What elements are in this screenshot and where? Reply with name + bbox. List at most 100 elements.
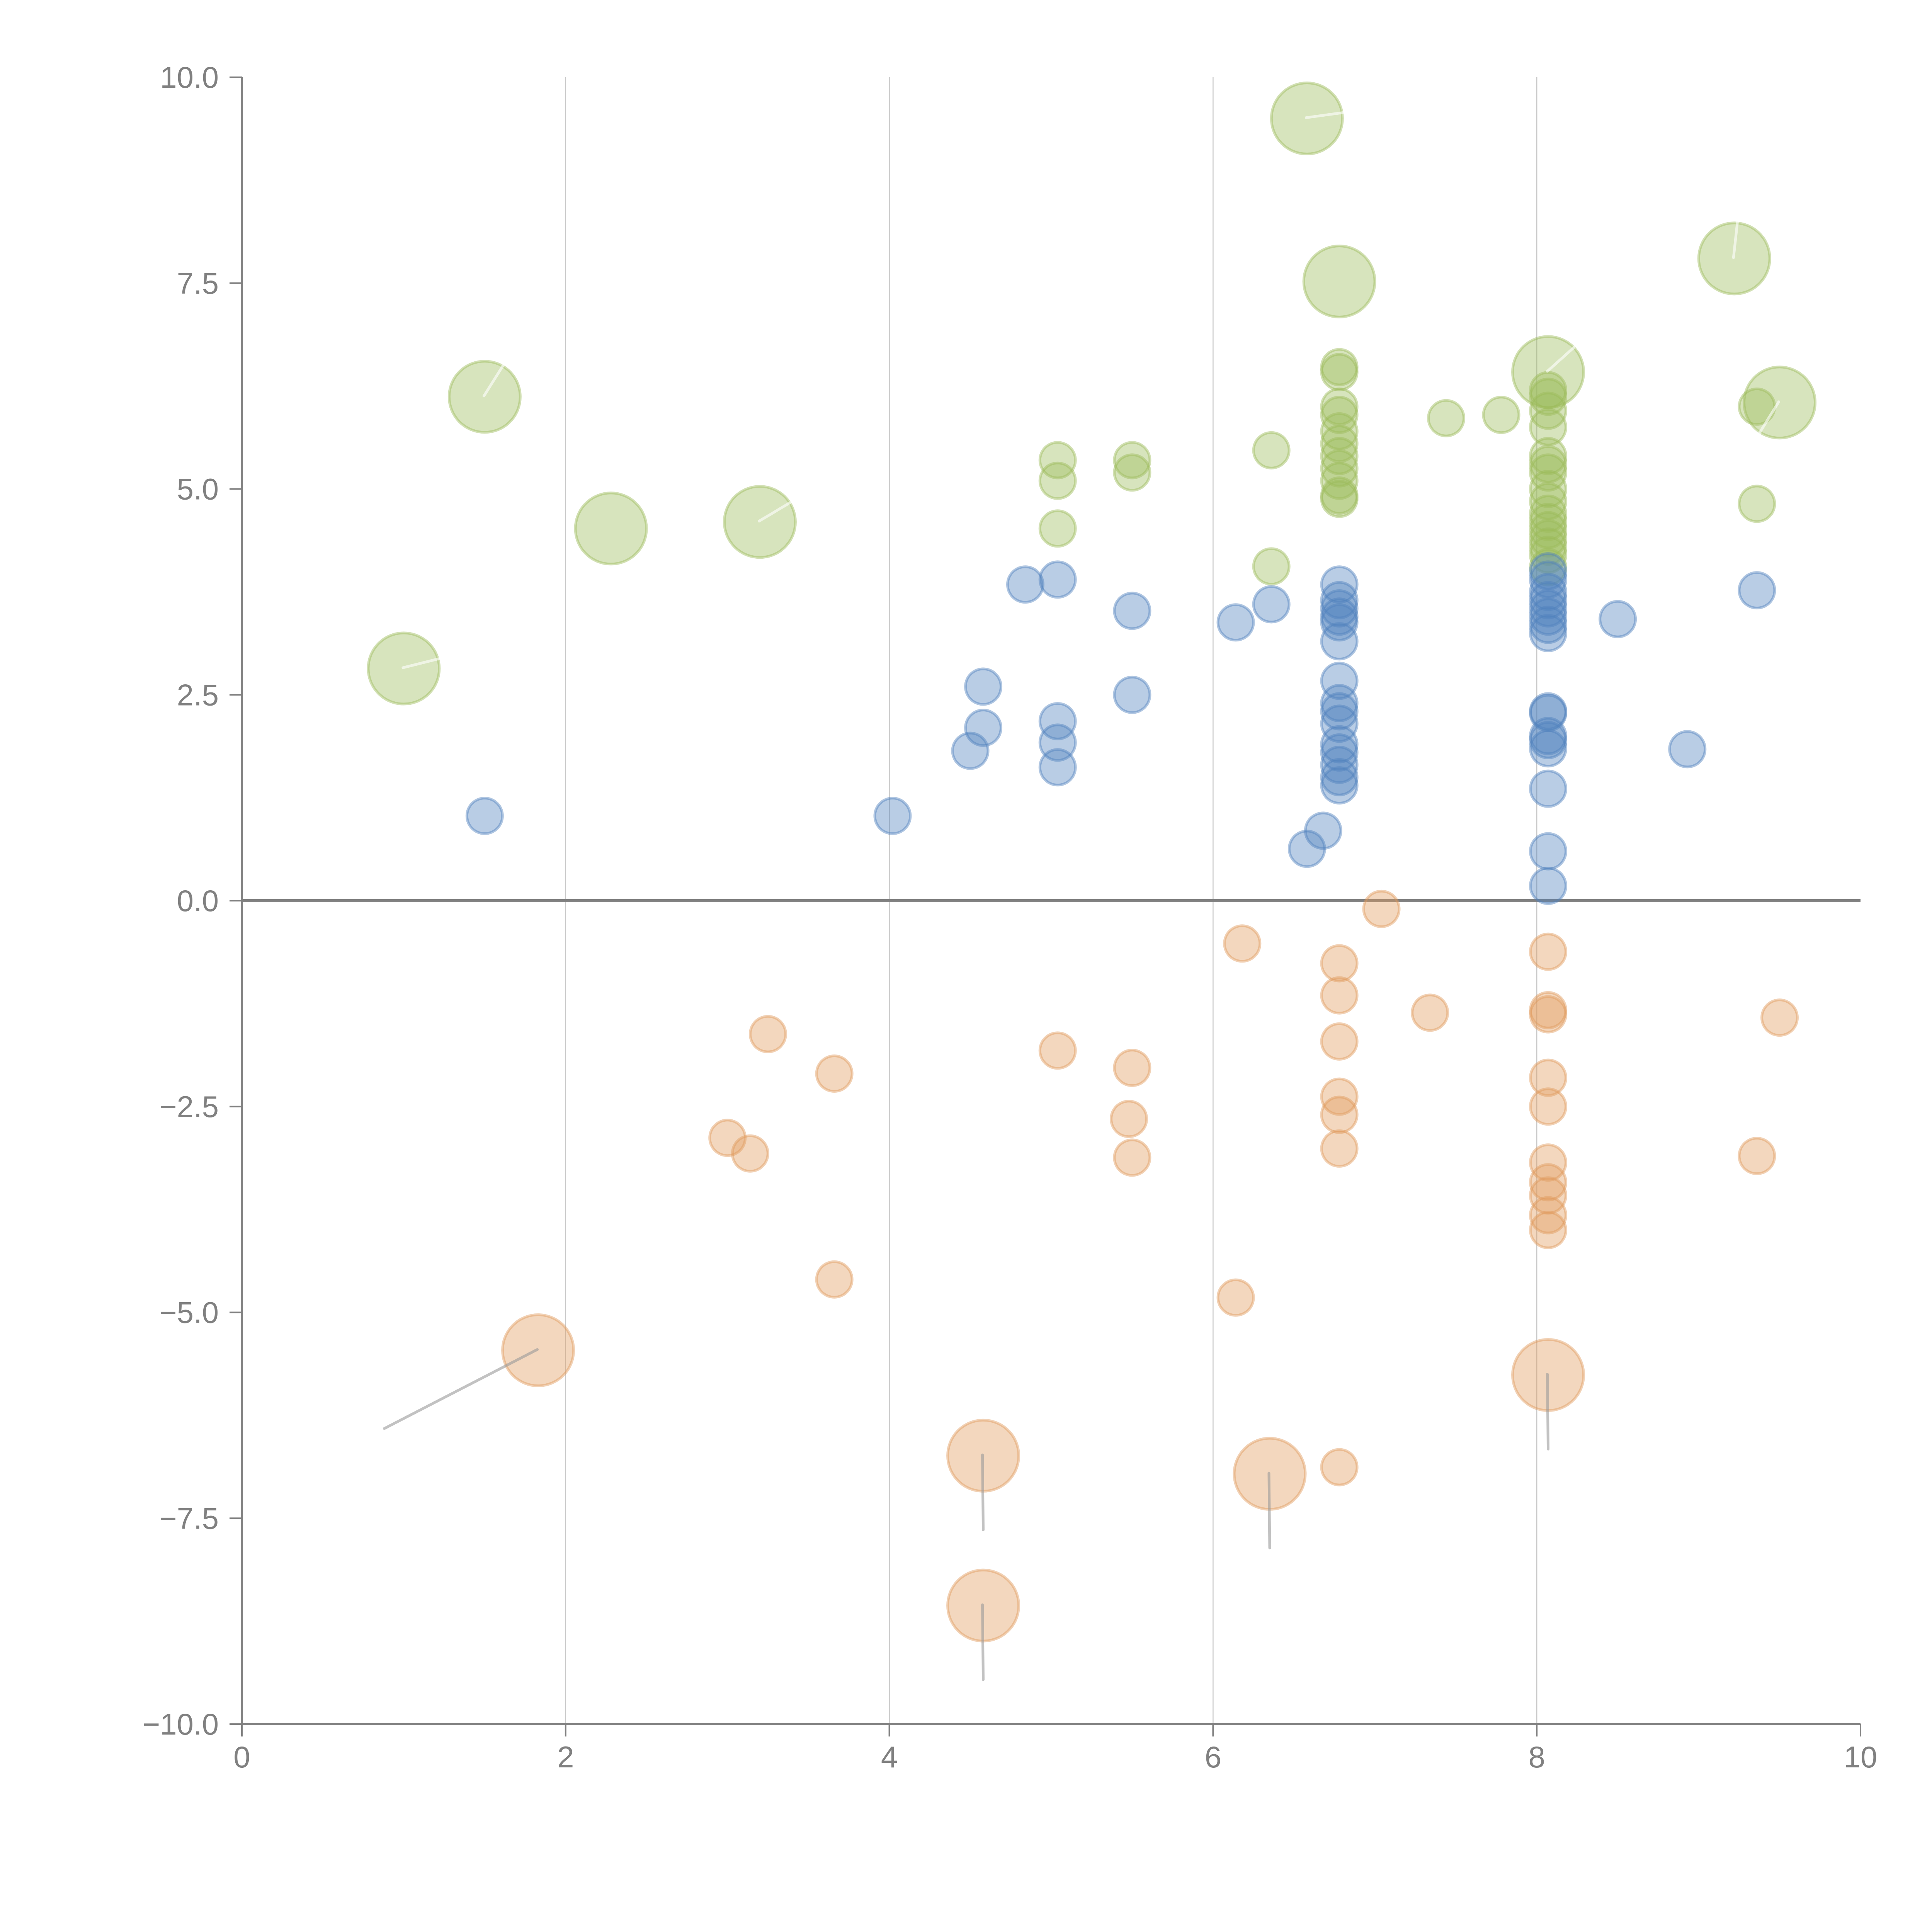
blue-point bbox=[1320, 684, 1359, 723]
green-point bbox=[1320, 461, 1359, 500]
green-point bbox=[1113, 441, 1151, 480]
y-tick-label: 2.5 bbox=[177, 678, 219, 712]
y-tick-label: 0.0 bbox=[177, 884, 219, 918]
green-point bbox=[1113, 453, 1151, 492]
green-point bbox=[1529, 453, 1568, 492]
orange-point bbox=[1529, 1143, 1568, 1182]
orange-point bbox=[1529, 1058, 1568, 1097]
x-tick-label: 6 bbox=[1205, 1740, 1221, 1774]
blue-point bbox=[1529, 581, 1568, 619]
blue-point bbox=[1529, 721, 1568, 759]
blue-point bbox=[1304, 811, 1342, 850]
green-point bbox=[1320, 348, 1359, 386]
orange-point bbox=[1362, 889, 1401, 928]
blue-point bbox=[1113, 675, 1151, 714]
blue-point bbox=[1529, 589, 1568, 628]
orange-point bbox=[1411, 993, 1449, 1032]
green-point bbox=[1738, 485, 1776, 523]
orange-vector bbox=[383, 1348, 539, 1430]
vectors bbox=[383, 111, 1781, 1681]
blue-point bbox=[465, 797, 504, 835]
blue-point bbox=[1320, 603, 1359, 642]
green-point bbox=[1320, 396, 1359, 434]
blue-point bbox=[1529, 717, 1568, 755]
blue-point bbox=[1599, 600, 1637, 638]
orange-point bbox=[815, 1054, 854, 1093]
green-point bbox=[1529, 391, 1568, 430]
y-tick-label: 10.0 bbox=[160, 60, 219, 94]
blue-point bbox=[1529, 692, 1568, 731]
blue-point bbox=[1320, 581, 1359, 619]
green-point bbox=[1320, 353, 1359, 391]
blue-point bbox=[1320, 662, 1359, 700]
data-points bbox=[367, 82, 1817, 1643]
green-point bbox=[1529, 527, 1568, 566]
green-point bbox=[1529, 445, 1568, 484]
green-big-point bbox=[574, 492, 648, 566]
orange-point bbox=[1216, 1278, 1255, 1317]
y-tick-label: 7.5 bbox=[177, 266, 219, 300]
blue-point bbox=[1038, 748, 1077, 787]
blue-point bbox=[964, 667, 1003, 706]
blue-point bbox=[1038, 560, 1077, 599]
blue-point bbox=[1738, 571, 1776, 610]
orange-point bbox=[731, 1134, 769, 1173]
green-point bbox=[1038, 461, 1077, 500]
green-point bbox=[1252, 431, 1291, 469]
orange-point bbox=[1320, 944, 1359, 983]
blue-point bbox=[873, 797, 912, 835]
x-tick-label: 2 bbox=[557, 1740, 574, 1774]
blue-point bbox=[1287, 830, 1326, 868]
blue-point bbox=[1320, 758, 1359, 796]
blue-point bbox=[1320, 704, 1359, 743]
series-green bbox=[367, 82, 1817, 706]
green-point bbox=[1529, 378, 1568, 416]
green-point bbox=[1320, 480, 1359, 518]
blue-point bbox=[1320, 733, 1359, 772]
blue-point bbox=[1529, 694, 1568, 732]
orange-point bbox=[1320, 1095, 1359, 1134]
orange-point bbox=[1529, 1176, 1568, 1215]
green-point bbox=[1320, 387, 1359, 426]
series-orange bbox=[501, 889, 1799, 1643]
green-point bbox=[1529, 519, 1568, 558]
orange-point bbox=[1320, 1448, 1359, 1486]
green-vector bbox=[1546, 346, 1576, 373]
orange-point bbox=[708, 1119, 747, 1157]
green-vector bbox=[1732, 220, 1739, 259]
green-point bbox=[1320, 476, 1359, 515]
x-tick-label: 8 bbox=[1529, 1740, 1545, 1774]
green-point bbox=[1320, 437, 1359, 475]
blue-point bbox=[1006, 565, 1044, 604]
orange-vector bbox=[1267, 1471, 1271, 1549]
orange-point bbox=[1529, 1211, 1568, 1249]
green-point bbox=[1529, 548, 1568, 587]
green-point bbox=[1529, 470, 1568, 508]
blue-point bbox=[1529, 560, 1568, 599]
blue-point bbox=[1529, 597, 1568, 636]
orange-point bbox=[1223, 924, 1262, 963]
blue-point bbox=[1529, 832, 1568, 871]
y-tick-label: −5.0 bbox=[159, 1296, 219, 1330]
green-point bbox=[1529, 503, 1568, 541]
green-point bbox=[1038, 509, 1077, 548]
blue-point bbox=[1320, 597, 1359, 636]
green-point bbox=[1529, 437, 1568, 475]
green-vector bbox=[1755, 400, 1781, 439]
green-point bbox=[1482, 396, 1520, 434]
orange-point bbox=[1529, 1087, 1568, 1126]
orange-point bbox=[1529, 932, 1568, 971]
blue-point bbox=[1529, 729, 1568, 768]
orange-point bbox=[1529, 991, 1568, 1029]
orange-point bbox=[1113, 1049, 1151, 1087]
green-point bbox=[1320, 412, 1359, 451]
green-point bbox=[1427, 399, 1466, 437]
green-point bbox=[1529, 511, 1568, 549]
green-point bbox=[1529, 482, 1568, 520]
orange-point bbox=[815, 1260, 854, 1299]
blue-point bbox=[964, 708, 1003, 747]
blue-point bbox=[1529, 769, 1568, 808]
orange-point bbox=[1738, 1137, 1776, 1175]
green-point bbox=[1320, 424, 1359, 463]
